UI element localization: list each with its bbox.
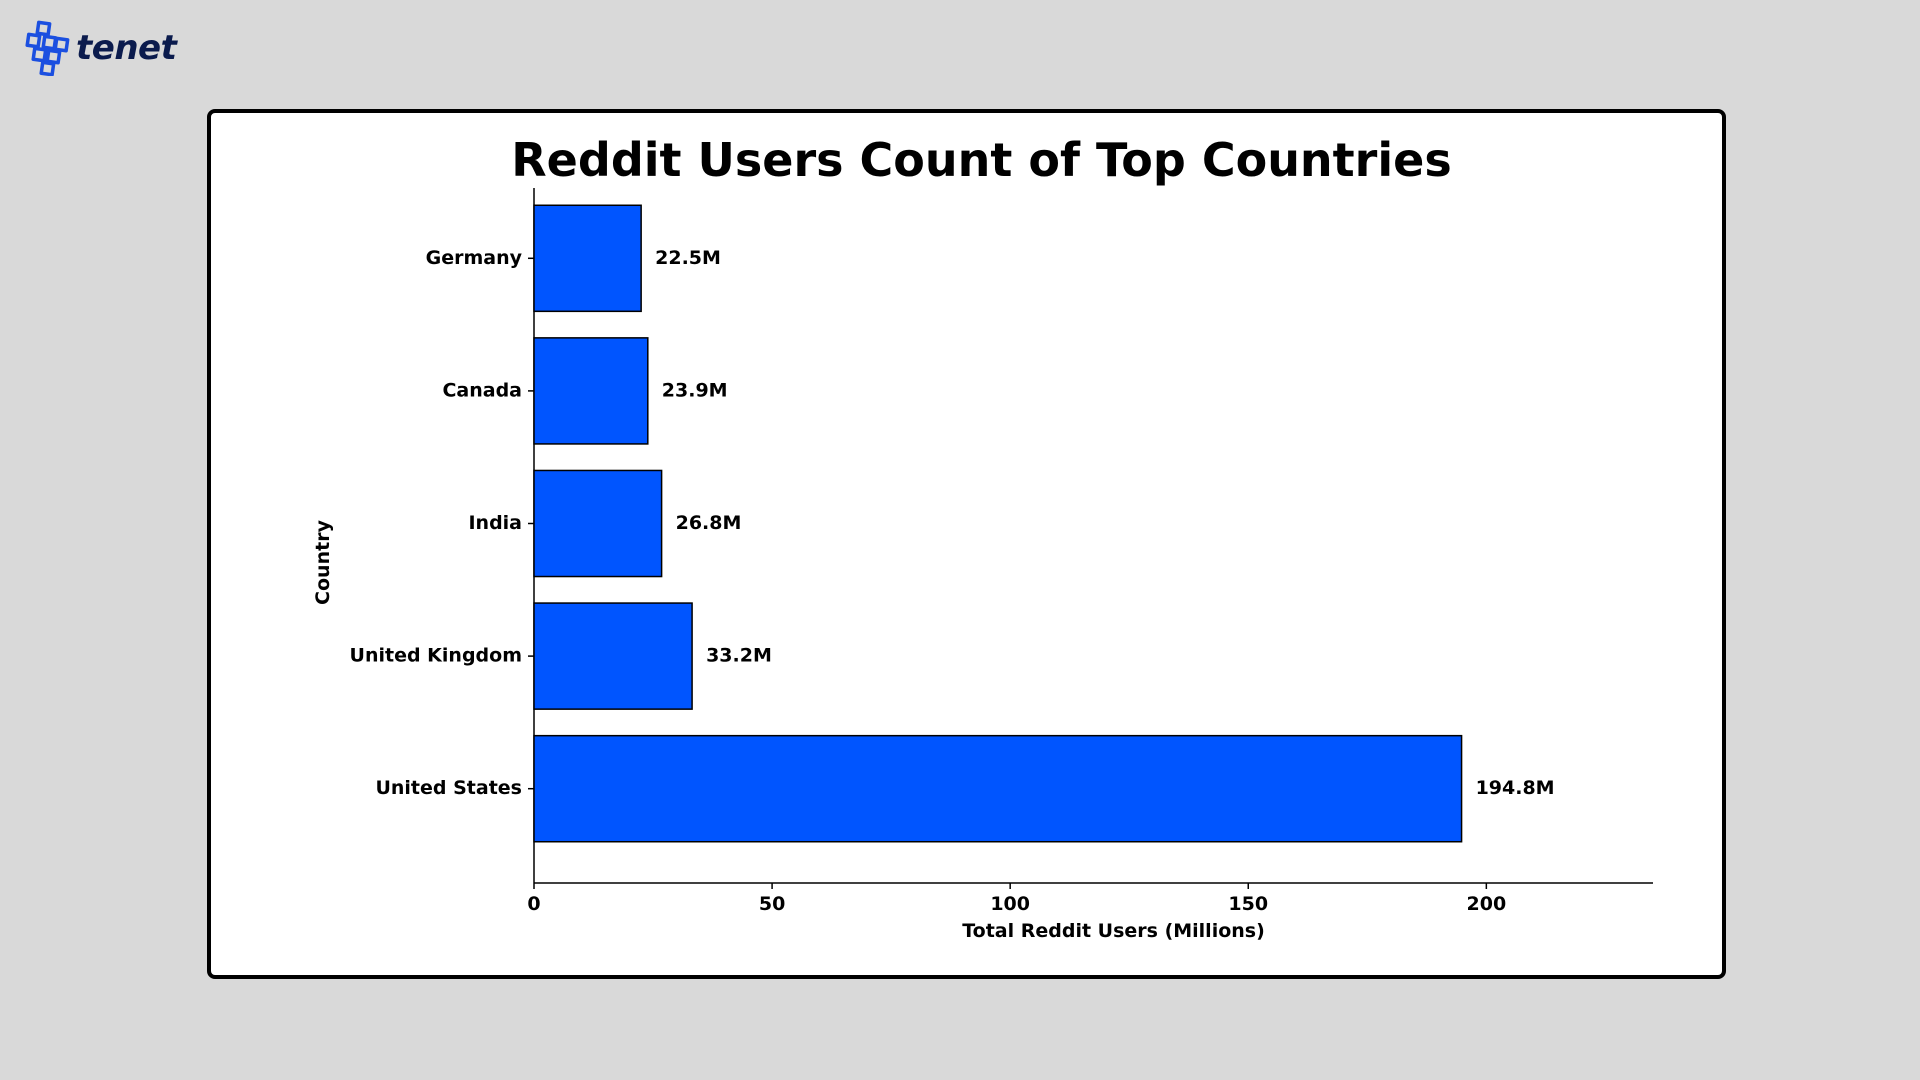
value-label: 26.8M <box>676 512 742 534</box>
bar-united-states <box>533 734 1463 843</box>
bar-united-kingdom <box>533 602 693 710</box>
bar-germany <box>533 204 642 313</box>
bar-canada <box>533 337 649 445</box>
category-label: India <box>468 512 522 534</box>
x-axis-label: Total Reddit Users (Millions) <box>962 920 1265 942</box>
tenet-logo: tenet <box>24 20 177 76</box>
bar-india <box>533 469 663 578</box>
x-tick-label: 200 <box>1467 893 1507 915</box>
value-label: 22.5M <box>655 247 721 269</box>
category-label: Germany <box>426 247 523 269</box>
brand-name: tenet <box>76 28 177 68</box>
x-tick-label: 50 <box>759 893 785 915</box>
category-label: United States <box>375 777 522 799</box>
value-label: 33.2M <box>706 645 772 667</box>
bar-chart: 194.8M United States 33.2M United Kingdom 26… <box>312 188 1653 942</box>
category-label: United Kingdom <box>350 645 522 667</box>
x-tick-label: 100 <box>990 893 1030 915</box>
x-tick-label: 0 <box>527 893 540 915</box>
chart-title: Reddit Users Count of Top Countries <box>511 133 1452 187</box>
value-label: 194.8M <box>1476 777 1555 799</box>
category-label: Canada <box>442 379 522 401</box>
chart-card: Reddit Users Count of Top Countries 194.… <box>207 109 1726 979</box>
tenet-logo-icon <box>25 20 70 76</box>
y-axis-label: Country <box>312 519 334 605</box>
x-tick-label: 150 <box>1228 893 1268 915</box>
value-label: 23.9M <box>662 379 728 401</box>
